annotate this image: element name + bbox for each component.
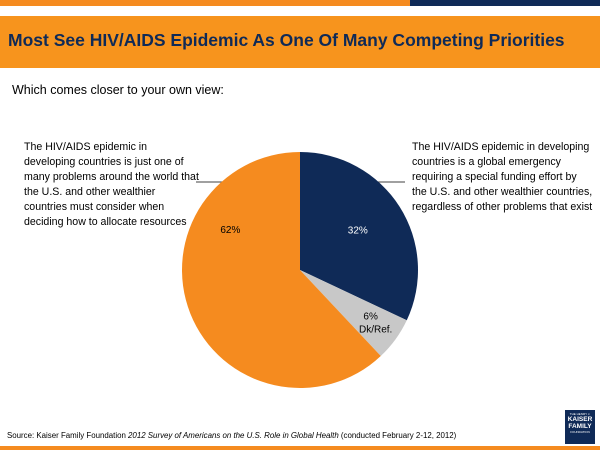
source-suffix: (conducted February 2-12, 2012) <box>338 431 457 440</box>
source-prefix: Source: Kaiser Family Foundation <box>7 431 129 440</box>
pie-value-label-2: 62% <box>220 225 240 236</box>
logo-top-text: THE HENRY J. <box>569 412 591 416</box>
survey-question: Which comes closer to your own view: <box>12 83 224 97</box>
option-label-global-emergency: The HIV/AIDS epidemic in developing coun… <box>412 141 593 213</box>
slide-title: Most See HIV/AIDS Epidemic As One Of Man… <box>8 30 565 50</box>
top-accent-bar <box>0 0 600 6</box>
pie-value-label-1: 6% <box>363 311 378 322</box>
option-label-one-of-many: The HIV/AIDS epidemic in developing coun… <box>24 141 199 228</box>
bottom-accent-bar <box>0 446 600 450</box>
pie-category-label-1: Dk/Ref. <box>359 324 392 335</box>
pie-value-label-0: 32% <box>348 225 368 236</box>
source-note: Source: Kaiser Family Foundation 2012 Su… <box>7 431 456 440</box>
top-accent-bar-navy <box>410 0 600 6</box>
pie-slice-1 <box>300 270 407 357</box>
logo-bottom-text: FOUNDATION <box>570 430 590 434</box>
kff-logo: THE HENRY J. KAISER FAMILY FOUNDATION <box>565 410 595 444</box>
title-banner: Most See HIV/AIDS Epidemic As One Of Man… <box>0 16 600 68</box>
pie-slice-0 <box>300 152 418 321</box>
source-survey-title: 2012 Survey of Americans on the U.S. Rol… <box>128 431 339 440</box>
logo-line-family: FAMILY <box>568 423 592 430</box>
logo-line-kaiser: KAISER <box>567 416 593 423</box>
pie-slice-2 <box>181 152 381 389</box>
